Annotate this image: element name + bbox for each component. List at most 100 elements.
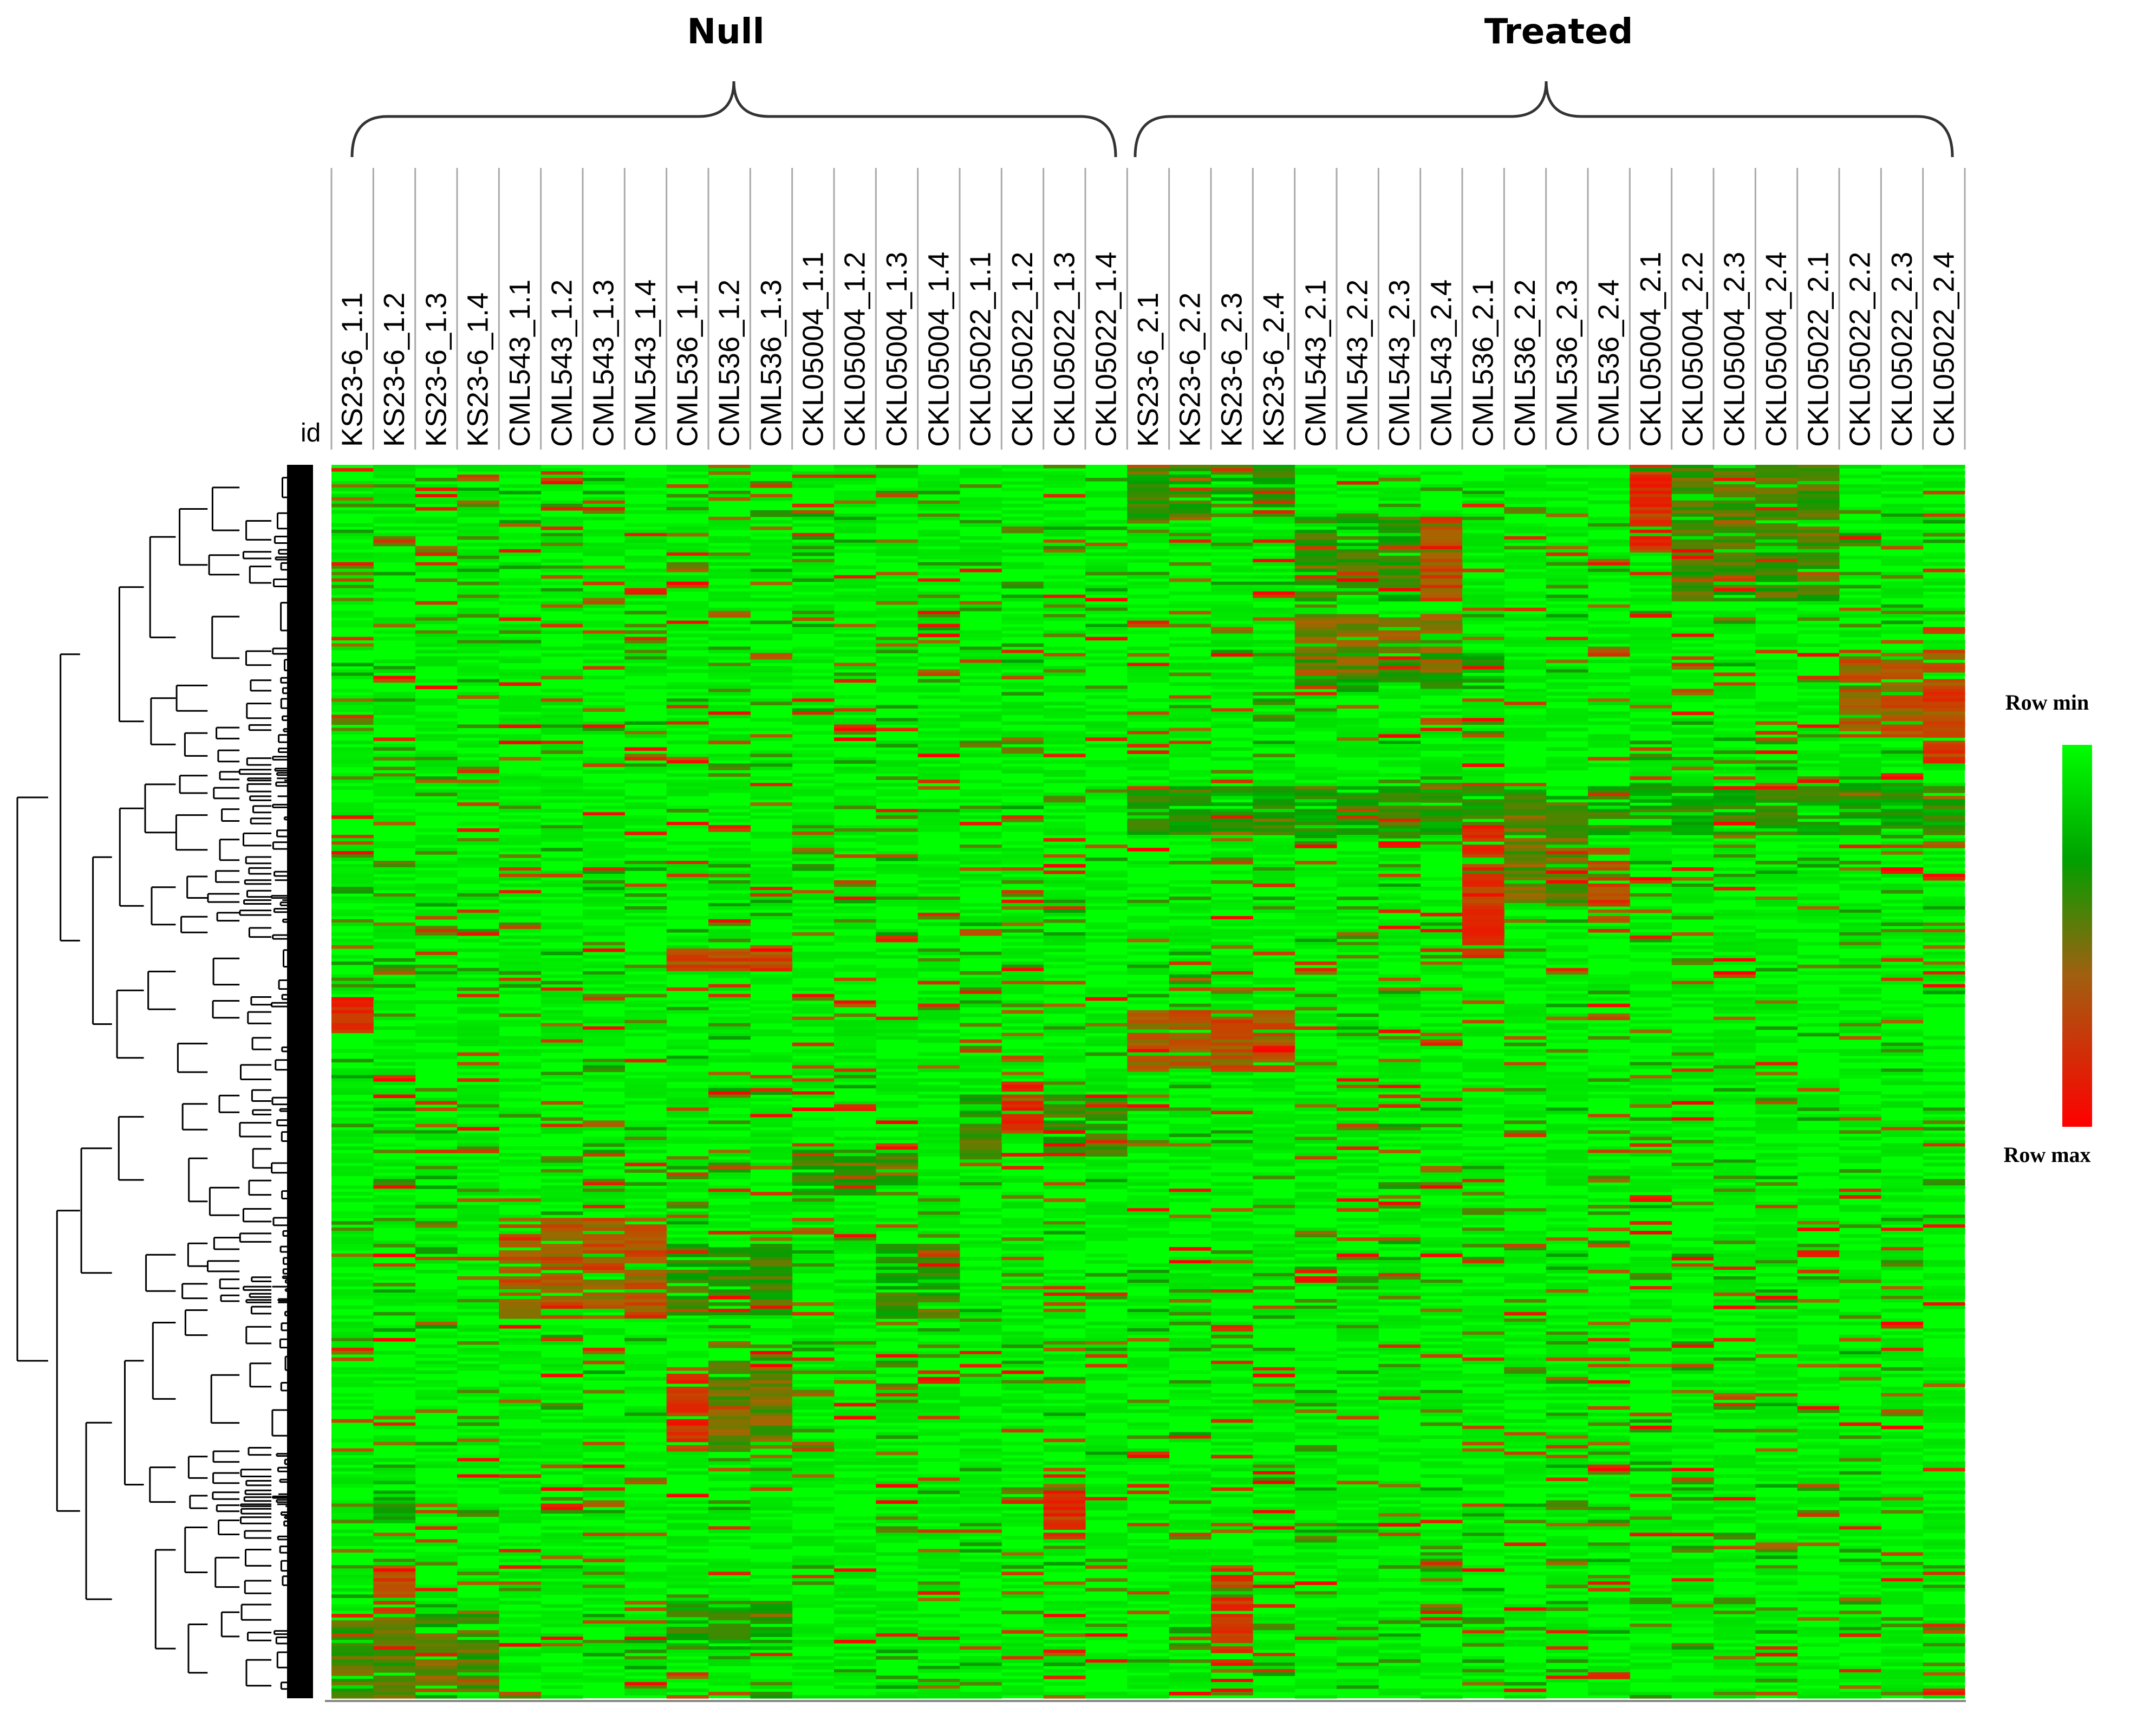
heatmap-cell <box>1504 468 1547 472</box>
heatmap-cell <box>331 874 374 878</box>
heatmap-cell <box>1294 822 1337 826</box>
heatmap-cell <box>1714 503 1756 508</box>
heatmap-cell <box>540 672 583 677</box>
heatmap-cell <box>1797 1013 1840 1017</box>
heatmap-cell <box>1169 465 1211 469</box>
heatmap-cell <box>1420 1023 1463 1027</box>
heatmap-cell <box>1420 471 1463 475</box>
heatmap-cell <box>1755 1010 1798 1014</box>
heatmap-cell <box>1211 478 1253 482</box>
heatmap-cell <box>1714 935 1756 939</box>
heatmap-cell <box>583 659 625 664</box>
heatmap-cell <box>457 968 499 972</box>
heatmap-cell <box>1630 643 1672 647</box>
heatmap-cell <box>708 708 751 712</box>
heatmap-cell <box>960 659 1002 664</box>
heatmap-cell <box>457 523 499 527</box>
heatmap-cell <box>331 1020 374 1024</box>
heatmap-cell <box>540 968 583 972</box>
heatmap-cell <box>1630 835 1672 839</box>
heatmap-cell <box>666 1072 709 1076</box>
heatmap-cell <box>1671 718 1714 722</box>
heatmap-cell <box>1714 912 1756 917</box>
heatmap-cell <box>540 832 583 835</box>
heatmap-cell <box>1755 1101 1798 1105</box>
heatmap-cell <box>540 809 583 813</box>
heatmap-cell <box>1043 721 1086 725</box>
heatmap-cell <box>1714 786 1756 790</box>
heatmap-cell <box>1504 861 1547 865</box>
heatmap-cell <box>1211 633 1253 638</box>
heatmap-cell <box>876 884 919 887</box>
heatmap-cell <box>750 650 793 654</box>
heatmap-cell <box>792 604 835 608</box>
heatmap-cell <box>415 897 458 900</box>
heatmap-cell <box>750 465 793 469</box>
heatmap-cell <box>1001 1107 1044 1111</box>
heatmap-cell <box>1923 858 1965 861</box>
heatmap-cell <box>1337 802 1379 806</box>
heatmap-cell <box>1001 1072 1044 1076</box>
heatmap-cell <box>834 990 876 995</box>
heatmap-cell <box>1630 523 1672 527</box>
heatmap-cell <box>917 529 960 534</box>
heatmap-cell <box>1462 1085 1504 1089</box>
heatmap-cell <box>750 575 793 579</box>
heatmap-cell <box>792 598 835 602</box>
heatmap-cell <box>1169 1052 1211 1056</box>
heatmap-cell <box>1714 731 1756 735</box>
heatmap-cell <box>1127 1036 1170 1040</box>
heatmap-cell <box>666 955 709 959</box>
heatmap-cell <box>373 698 416 702</box>
heatmap-cell <box>1630 958 1672 962</box>
heatmap-cell <box>373 968 416 972</box>
heatmap-cell <box>1043 897 1086 900</box>
heatmap-cell <box>1169 604 1211 608</box>
heatmap-cell <box>499 909 542 913</box>
heatmap-cell <box>1881 799 1924 803</box>
heatmap-cell <box>583 542 625 547</box>
heatmap-cell <box>457 1098 499 1102</box>
heatmap-cell <box>1211 812 1253 816</box>
heatmap-cell <box>331 598 374 602</box>
heatmap-cell <box>792 1020 835 1024</box>
heatmap-cell <box>1671 1094 1714 1099</box>
heatmap-cell <box>1420 646 1463 651</box>
heatmap-cell <box>583 770 625 774</box>
heatmap-cell <box>373 1016 416 1021</box>
heatmap-cell <box>1001 741 1044 744</box>
heatmap-cell <box>1378 815 1421 819</box>
heatmap-cell <box>1085 971 1128 975</box>
heatmap-cell <box>1839 1104 1881 1108</box>
heatmap-cell <box>1797 484 1840 488</box>
heatmap-cell <box>540 793 583 796</box>
heatmap-cell <box>1211 503 1253 508</box>
heatmap-cell <box>1797 1033 1840 1037</box>
heatmap-cell <box>708 841 751 845</box>
heatmap-cell <box>499 1085 542 1089</box>
heatmap-cell <box>1253 1052 1295 1056</box>
dendrogram-branches <box>16 471 304 1692</box>
heatmap-cell <box>960 1033 1002 1037</box>
heatmap-cell <box>1671 484 1714 488</box>
heatmap-cell <box>1546 841 1588 845</box>
heatmap-cell <box>960 536 1002 540</box>
heatmap-cell <box>1420 964 1463 969</box>
heatmap-cell <box>1169 977 1211 982</box>
heatmap-cell <box>1588 955 1630 959</box>
heatmap-cell <box>1169 698 1211 702</box>
heatmap-cell <box>1337 744 1379 748</box>
heatmap-cell <box>1504 731 1547 735</box>
heatmap-cell <box>1504 601 1547 605</box>
heatmap-cell <box>1462 1029 1504 1034</box>
heatmap-cell <box>373 1049 416 1053</box>
heatmap-cell <box>1714 526 1756 530</box>
heatmap-cell <box>1546 598 1588 602</box>
heatmap-cell <box>583 981 625 985</box>
heatmap-cell <box>1211 757 1253 761</box>
heatmap-cell <box>1127 741 1170 744</box>
heatmap-cell <box>1420 633 1463 638</box>
heatmap-cell <box>583 1075 625 1079</box>
heatmap-cell <box>1211 984 1253 988</box>
heatmap-cell <box>1714 776 1756 780</box>
